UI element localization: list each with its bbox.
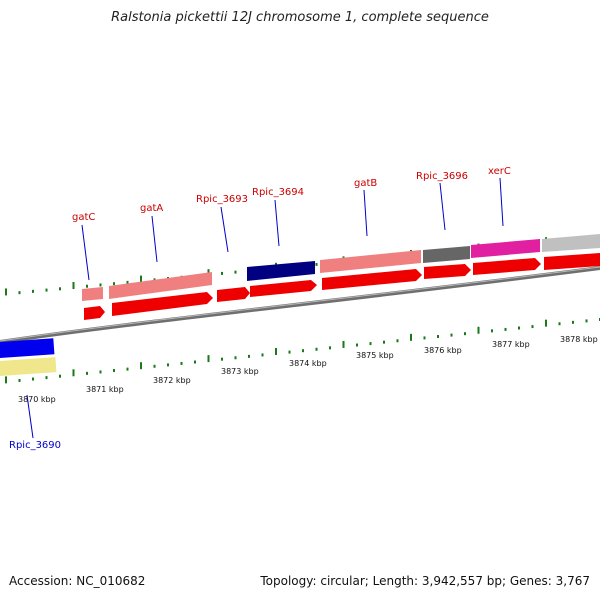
feature-rpic-3696-box[interactable] [423, 246, 470, 263]
gene-label-gata[interactable]: gatA [140, 203, 163, 214]
gene-label-rpic-3694[interactable]: Rpic_3694 [252, 187, 304, 198]
chromosome-backbone-highlight [0, 266, 600, 342]
cds-next-arrow[interactable] [544, 253, 600, 270]
feature-xerc-box[interactable] [471, 239, 540, 258]
tick-label-3872: 3872 kbp [153, 376, 191, 385]
tick-label-3877: 3877 kbp [492, 340, 530, 349]
tick-label-3875: 3875 kbp [356, 351, 394, 360]
cds-xerc-arrow[interactable] [473, 258, 541, 275]
gene-label-gatb[interactable]: gatB [354, 178, 377, 189]
tick-label-3878: 3878 kbp [560, 335, 598, 344]
gene-label-rpic-3690[interactable]: Rpic_3690 [9, 440, 61, 451]
feature-next-gray-box[interactable] [542, 234, 600, 252]
tick-label-3873: 3873 kbp [221, 367, 259, 376]
cds-rpic-3696-arrow[interactable] [424, 264, 471, 279]
feature-rpic-3690-blue[interactable] [0, 338, 55, 359]
tick-label-3871: 3871 kbp [86, 385, 124, 394]
feature-gatc-box[interactable] [82, 287, 103, 301]
gene-labels: gatC gatA Rpic_3693 Rpic_3694 gatB Rpic_… [9, 166, 511, 451]
cds-rpic-3694-arrow[interactable] [250, 280, 317, 297]
tick-label-3874: 3874 kbp [289, 359, 327, 368]
feature-gatb-box[interactable] [320, 250, 421, 273]
chromosome-backbone [0, 266, 600, 344]
plus-strand-top-row [82, 234, 600, 301]
gene-label-xerc[interactable]: xerC [488, 166, 511, 177]
accession-text: Accession: NC_010682 [9, 574, 146, 588]
gene-leader-lines [26, 177, 504, 439]
feature-rpic-3694-box[interactable] [247, 261, 315, 281]
cds-gatb-arrow[interactable] [322, 269, 422, 290]
gene-label-gatc[interactable]: gatC [72, 212, 95, 223]
plus-strand-cds-row [84, 253, 600, 320]
cds-rpic-3693-arrow[interactable] [217, 287, 250, 302]
map-title: Ralstonia pickettii 12J chromosome 1, co… [111, 10, 489, 25]
feature-gata-box[interactable] [109, 272, 212, 299]
scale-labels: 3870 kbp 3871 kbp 3872 kbp 3873 kbp 3874… [18, 335, 598, 404]
feature-rpic-3690-khaki[interactable] [0, 357, 57, 377]
tick-label-3870: 3870 kbp [18, 395, 56, 404]
cds-gatc-arrow[interactable] [84, 306, 105, 320]
gene-label-rpic-3696[interactable]: Rpic_3696 [416, 171, 468, 182]
gene-label-rpic-3693[interactable]: Rpic_3693 [196, 194, 248, 205]
scale-tick-row [5, 318, 600, 384]
cds-gata-arrow[interactable] [112, 292, 213, 316]
tick-label-3876: 3876 kbp [424, 346, 462, 355]
genome-summary-text: Topology: circular; Length: 3,942,557 bp… [260, 574, 590, 588]
